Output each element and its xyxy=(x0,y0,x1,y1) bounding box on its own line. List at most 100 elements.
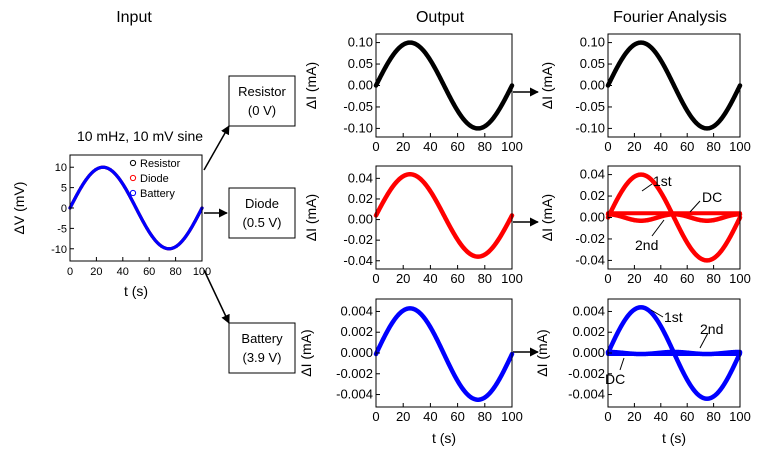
plot-frame xyxy=(375,165,513,270)
y-tick-label: 0.10 xyxy=(348,35,373,50)
chart-output-diode: 0 20 40 60 80 100 -0.04 -0.02 0.00 0.02 0.04 ΔI (mA… xyxy=(303,165,523,286)
y-tick-label: -0.02 xyxy=(343,232,373,247)
ann-diode-2nd: 2nd xyxy=(635,237,658,253)
series-line-battery xyxy=(68,165,204,251)
x-tick-label: 60 xyxy=(680,139,694,154)
x-tick-label: 20 xyxy=(627,271,641,286)
x-tick-label: 40 xyxy=(654,409,668,424)
y-tick-label: -0.04 xyxy=(343,253,373,268)
input-caption: 10 mHz, 10 mV sine xyxy=(77,128,203,144)
leader-diode-dc xyxy=(689,200,701,213)
y-axis-title: ΔI (mA) xyxy=(303,194,319,241)
y-tick-label: 0.002 xyxy=(340,324,373,339)
y-tick-label: 0.05 xyxy=(580,56,605,71)
x-tick-label: 100 xyxy=(501,139,523,154)
chart-output-resistor: 0 20 40 60 80 100 -0.10 -0.05 0.00 0.05 0.10 ΔI (mA… xyxy=(303,33,523,154)
y-tick-label: -0.002 xyxy=(336,366,373,381)
y-tick-label: -0.05 xyxy=(575,99,605,114)
x-tick-label: 40 xyxy=(117,266,129,278)
x-tick-label: 100 xyxy=(729,409,751,424)
y-tick-label: 0.02 xyxy=(348,191,373,206)
legend-battery: Battery xyxy=(140,188,175,200)
x-axis-title: t (s) xyxy=(662,430,686,446)
chart-fourier-diode: 0 20 40 60 80 100 -0.04 -0.02 0.00 0.02 0.04 ΔI (mA… xyxy=(539,165,751,286)
x-tick-label: 20 xyxy=(627,139,641,154)
x-tick-label: 0 xyxy=(604,271,611,286)
series-line-1st xyxy=(605,40,743,131)
legend-resistor: Resistor xyxy=(140,158,181,170)
x-tick-label: 20 xyxy=(396,409,410,424)
leader-diode-2nd xyxy=(651,219,665,237)
x-tick-label: 60 xyxy=(450,409,464,424)
x-axis-title: t (s) xyxy=(124,283,148,299)
y-tick-label: -0.002 xyxy=(568,366,605,381)
box-battery: Battery (3.9 V) xyxy=(228,322,296,374)
chart-fourier-resistor: 0 20 40 60 80 100 -0.10 -0.05 0.00 0.05 0.10 ΔI (mA… xyxy=(539,33,751,154)
legend-marker-resistor xyxy=(129,159,137,167)
x-tick-label: 40 xyxy=(423,139,437,154)
x-tick-label: 60 xyxy=(680,271,694,286)
leader-battery-dc xyxy=(619,357,625,371)
x-tick-label: 40 xyxy=(423,409,437,424)
x-tick-label: 100 xyxy=(501,409,523,424)
ann-battery-2nd: 2nd xyxy=(700,321,723,337)
x-tick-label: 80 xyxy=(478,409,492,424)
y-tick-label: 0.05 xyxy=(348,56,373,71)
y-tick-label: 0 xyxy=(61,203,67,215)
x-tick-label: 20 xyxy=(396,271,410,286)
y-tick-label: 0.00 xyxy=(580,78,605,93)
box-resistor-name: Resistor xyxy=(238,84,286,99)
series-line-signal xyxy=(373,171,515,259)
ann-diode-1st: 1st xyxy=(653,173,672,189)
y-tick-label: 0.00 xyxy=(580,210,605,225)
arrow-input-resistor xyxy=(203,125,230,171)
y-axis-title: ΔI (mA) xyxy=(539,194,555,241)
x-tick-label: 0 xyxy=(372,271,379,286)
ann-diode-dc: DC xyxy=(702,189,722,205)
x-tick-label: 0 xyxy=(67,266,73,278)
y-axis-title: ΔI (mA) xyxy=(539,62,555,109)
box-battery-name: Battery xyxy=(241,331,283,346)
y-tick-label: 0.04 xyxy=(348,170,373,185)
x-tick-label: 80 xyxy=(169,266,181,278)
x-tick-label: 40 xyxy=(423,271,437,286)
y-tick-label: 0.000 xyxy=(572,345,605,360)
y-axis-title: ΔV (mV) xyxy=(11,182,27,235)
x-tick-label: 80 xyxy=(706,139,720,154)
y-axis-title: ΔI (mA) xyxy=(303,62,319,109)
x-tick-label: 20 xyxy=(396,139,410,154)
x-tick-label: 0 xyxy=(604,139,611,154)
chart-output-battery: 0 20 40 60 80 100 -0.004 -0.002 0.000 0.002 0.004 Δ… xyxy=(298,298,523,446)
header-input: Input xyxy=(116,9,152,26)
x-tick-label: 60 xyxy=(450,271,464,286)
y-tick-label: 0.00 xyxy=(348,212,373,227)
leader-battery-1st xyxy=(650,309,664,318)
ann-battery-1st: 1st xyxy=(664,309,683,325)
y-tick-label: 0.002 xyxy=(572,324,605,339)
box-diode-bias: (0.5 V) xyxy=(242,215,281,230)
box-battery-bias: (3.9 V) xyxy=(242,350,281,365)
x-tick-label: 80 xyxy=(478,139,492,154)
y-tick-label: 10 xyxy=(55,162,67,174)
box-resistor-bias: (0 V) xyxy=(248,103,276,118)
x-tick-label: 0 xyxy=(372,139,379,154)
x-tick-label: 40 xyxy=(654,271,668,286)
y-tick-label: 0.02 xyxy=(580,188,605,203)
y-tick-label: -5 xyxy=(57,223,67,235)
y-tick-label: -0.05 xyxy=(343,99,373,114)
x-tick-label: 60 xyxy=(450,139,464,154)
series-line-1st xyxy=(605,172,743,263)
arrow-input-battery xyxy=(203,269,230,324)
chart-fourier-battery: 0 20 40 60 80 100 -0.004 -0.002 0.000 0.002 0.004 Δ… xyxy=(534,298,751,446)
y-tick-label: -0.004 xyxy=(336,387,373,402)
x-tick-label: 100 xyxy=(501,271,523,286)
x-tick-label: 20 xyxy=(627,409,641,424)
y-tick-label: 0.000 xyxy=(340,345,373,360)
y-tick-label: 0.004 xyxy=(572,303,605,318)
leader-battery-2nd xyxy=(699,332,709,349)
leader-diode-1st xyxy=(641,183,653,192)
battery-annotations: 1st 2nd DC xyxy=(605,309,723,387)
y-axis-title: ΔI (mA) xyxy=(298,329,314,376)
y-tick-label: -0.004 xyxy=(568,387,605,402)
